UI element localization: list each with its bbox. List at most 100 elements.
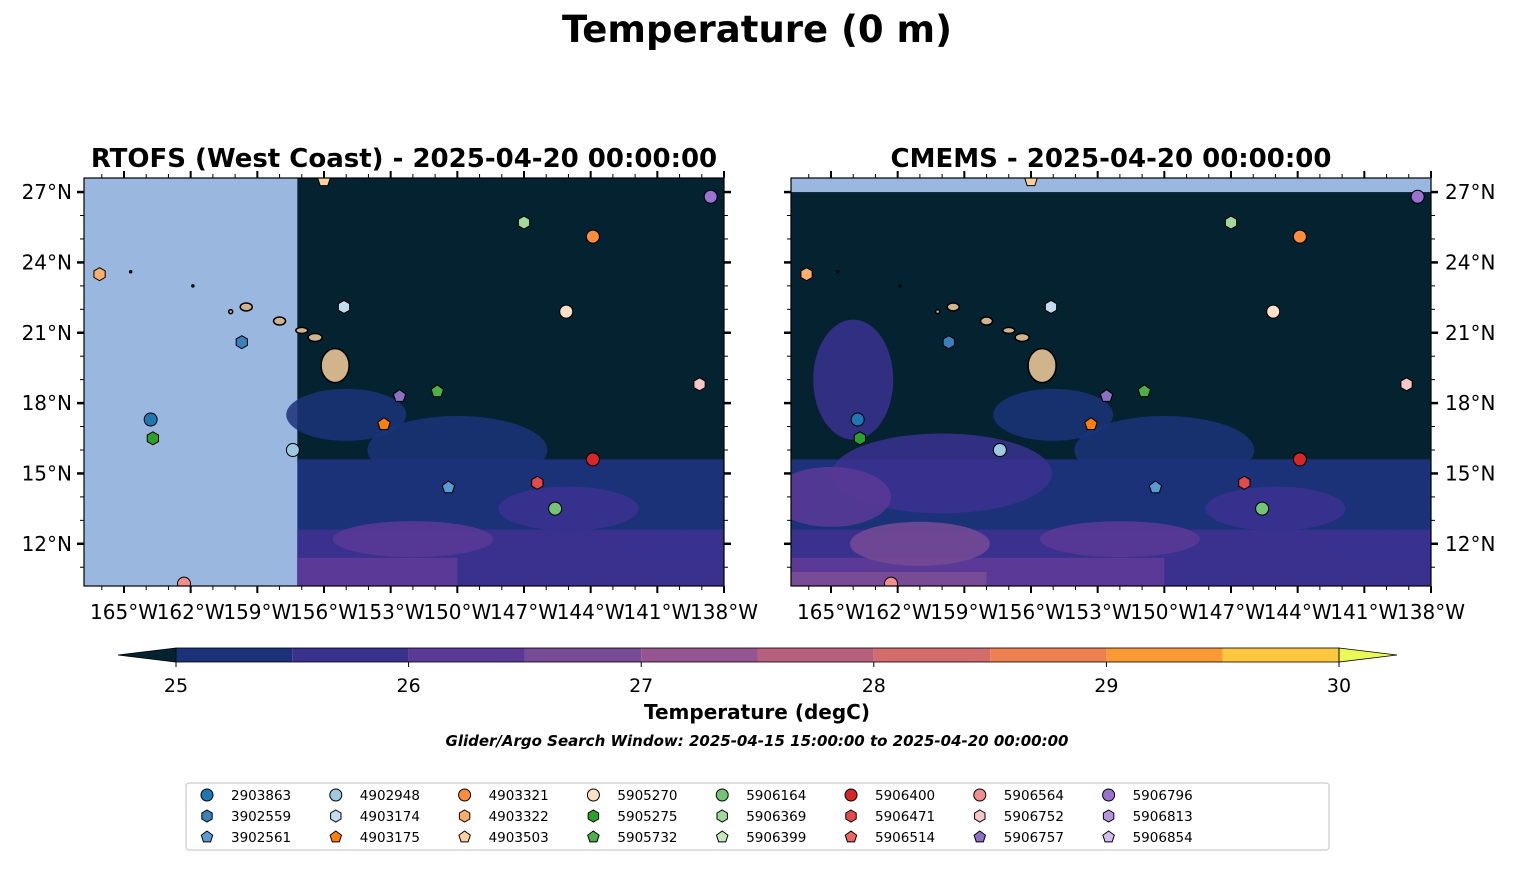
legend-label: 5906514 <box>875 830 935 846</box>
map-rtofs <box>84 178 724 586</box>
temperature-patch <box>849 521 990 566</box>
colorbar-tick-label: 30 <box>1327 675 1351 697</box>
legend-label: 5906564 <box>1004 788 1064 804</box>
legend-marker-5906757 <box>973 830 987 843</box>
legend-marker-5906399 <box>715 830 729 843</box>
no-data-area <box>791 178 1431 193</box>
island <box>272 316 287 326</box>
temperature-patch <box>286 388 407 441</box>
colorbar-segment <box>176 648 293 662</box>
temperature-patch <box>1205 486 1346 531</box>
legend-label: 5906757 <box>1004 830 1064 846</box>
legend-marker-5906854 <box>1102 830 1115 843</box>
float-marker-5905732 <box>430 384 445 398</box>
legend-marker-3902559 <box>201 809 213 823</box>
x-tick-label: 144°W <box>1264 600 1332 624</box>
legend-marker-5906400 <box>844 788 858 802</box>
float-marker-5906164 <box>1255 501 1270 516</box>
x-tick-label: 156°W <box>290 600 358 624</box>
colorbar-tick-label: 25 <box>164 675 188 697</box>
float-marker-5906796 <box>703 189 718 204</box>
legend-marker-5906564 <box>973 788 987 802</box>
figure-title: Temperature (0 m) <box>562 8 952 51</box>
legend-item: 3902561 <box>200 830 291 846</box>
y-tick-label: 21°N <box>22 321 72 345</box>
legend-item: 5906752 <box>974 809 1064 825</box>
island <box>320 347 350 384</box>
float-marker-5906796 <box>1410 189 1425 204</box>
y-tick-label: 15°N <box>1445 461 1495 485</box>
legend-marker-5905275 <box>587 809 600 823</box>
legend-marker-5906752 <box>974 809 986 823</box>
legend-item: 5905275 <box>587 809 678 825</box>
legend-label: 5905732 <box>617 830 677 846</box>
island <box>227 308 234 315</box>
float-marker-4903174 <box>1044 299 1058 315</box>
y-tick-label: 15°N <box>22 461 72 485</box>
float-marker-5905270 <box>559 304 574 319</box>
legend-item: 5906813 <box>1102 809 1193 825</box>
colorbar-segment <box>1222 648 1339 662</box>
y-tick-label: 27°N <box>22 180 72 204</box>
colorbar-segment <box>641 648 758 662</box>
float-marker-4903175 <box>377 417 391 430</box>
legend: 2903863 3902559 3902561 4902948 4903174 49031… <box>185 782 1330 851</box>
colorbar-tick-label: 28 <box>862 675 886 697</box>
legend-item: 5906564 <box>973 788 1064 804</box>
float-marker-4903322 <box>800 267 813 282</box>
x-tick-label: 153°W <box>1064 600 1132 624</box>
legend-marker-5906471 <box>845 809 857 823</box>
legend-item: 5906796 <box>1102 788 1193 804</box>
colorbar-extend-high <box>1338 647 1398 663</box>
float-marker-5906757 <box>1099 388 1114 402</box>
y-tick-label: 12°N <box>22 532 72 556</box>
map-cmems <box>791 178 1431 586</box>
float-marker-4903174 <box>337 299 351 315</box>
legend-marker-4903321 <box>458 788 472 802</box>
legend-item: 5906399 <box>715 830 806 846</box>
float-marker-4903321 <box>1292 229 1307 244</box>
colorbar-extend-low <box>117 647 177 663</box>
x-tick-label: 150°W <box>423 600 491 624</box>
x-tick-label: 138°W <box>690 600 758 624</box>
island <box>295 326 309 335</box>
panel-title-cmems: CMEMS - 2025-04-20 00:00:00 <box>891 144 1332 174</box>
float-marker-2903863 <box>850 412 865 427</box>
colorbar-segment <box>990 648 1107 662</box>
float-marker-5906757 <box>392 388 407 402</box>
legend-marker-5906164 <box>715 788 729 802</box>
x-tick-label: 156°W <box>997 600 1065 624</box>
float-marker-3902561 <box>441 480 456 494</box>
temperature-patch <box>1039 521 1200 558</box>
x-tick-label: 141°W <box>623 600 691 624</box>
colorbar-segment <box>292 648 409 662</box>
legend-marker-5906796 <box>1102 788 1116 802</box>
island <box>307 332 323 343</box>
legend-label: 5906813 <box>1133 809 1193 825</box>
island <box>239 302 253 312</box>
colorbar-label: Temperature (degC) <box>644 700 870 724</box>
float-marker-4903175 <box>1084 417 1098 430</box>
colorbar: 25 26 27 28 29 30 <box>117 647 1398 697</box>
temperature-patch <box>367 416 548 484</box>
legend-marker-5906514 <box>844 830 858 843</box>
legend-marker-5906813 <box>1102 809 1115 823</box>
colorbar-segment <box>757 648 874 662</box>
map-frame-rtofs <box>83 177 725 587</box>
panel-title-rtofs: RTOFS (West Coast) - 2025-04-20 00:00:00 <box>91 144 717 174</box>
legend-marker-4903322 <box>458 809 471 823</box>
float-marker-3902561 <box>1148 480 1163 494</box>
legend-item: 5906471 <box>845 809 935 825</box>
island <box>979 316 994 326</box>
x-tick-label: 147°W <box>1197 600 1265 624</box>
float-marker-5906752 <box>1400 377 1413 392</box>
floats-rtofs <box>93 178 718 586</box>
float-marker-5905270 <box>1266 304 1281 319</box>
legend-label: 5906164 <box>746 788 806 804</box>
legend-label: 5906854 <box>1133 830 1193 846</box>
legend-marker-3902561 <box>200 830 214 843</box>
legend-marker-5906369 <box>716 809 728 823</box>
temperature-band <box>297 557 458 586</box>
legend-marker-2903863 <box>200 788 214 802</box>
float-marker-5905275 <box>146 431 160 446</box>
